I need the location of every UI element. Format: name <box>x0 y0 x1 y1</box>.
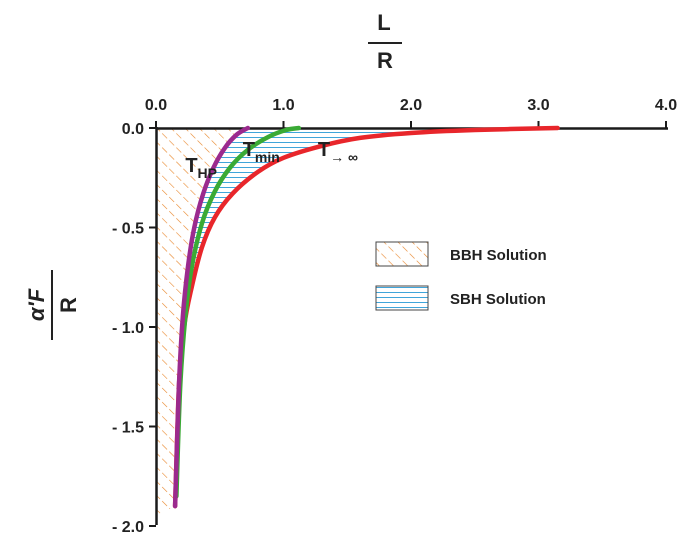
x-tick-label: 0.0 <box>145 97 167 114</box>
x-tick-label: 2.0 <box>400 97 422 114</box>
curve-label-0: THP <box>185 155 217 181</box>
curve-label-1: Tmin <box>243 139 280 165</box>
x-tick-label: 4.0 <box>655 97 677 114</box>
y-axis-label-top: α'F <box>24 288 49 321</box>
x-tick-label: 3.0 <box>527 97 549 114</box>
legend-label: BBH Solution <box>450 247 547 264</box>
y-tick-label: - 1.0 <box>112 320 144 337</box>
y-axis-label-bottom: R <box>56 297 81 313</box>
purple-curve-t-hp <box>172 125 251 509</box>
y-tick-label: - 0.5 <box>112 221 144 238</box>
legend-swatch <box>375 241 429 267</box>
y-tick-label: 0.0 <box>122 121 144 138</box>
x-axis-label: L R <box>368 10 402 73</box>
x-axis-label-top: L <box>377 10 390 35</box>
bbh-region <box>156 128 248 517</box>
y-axis-label: α'F R <box>24 270 81 340</box>
axes <box>155 127 668 525</box>
curves <box>172 125 560 509</box>
x-ticks: 0.0 1.0 2.0 3.0 4.0 <box>145 97 677 128</box>
x-tick-label: 1.0 <box>272 97 294 114</box>
curve-labels: THP Tmin T→ ∞ <box>185 139 358 181</box>
curve-label-2: T→ ∞ <box>318 139 358 165</box>
y-ticks: 0.0 - 0.5 - 1.0 - 1.5 - 2.0 <box>112 121 156 533</box>
legend-label: SBH Solution <box>450 291 546 308</box>
solution-regions <box>156 128 558 517</box>
sbh-region <box>175 128 558 507</box>
legend-swatch <box>375 285 429 311</box>
y-tick-label: - 2.0 <box>112 519 144 533</box>
legend: BBH Solution SBH Solution <box>375 241 547 311</box>
y-tick-label: - 1.5 <box>112 420 144 437</box>
x-axis-label-bottom: R <box>377 48 393 73</box>
